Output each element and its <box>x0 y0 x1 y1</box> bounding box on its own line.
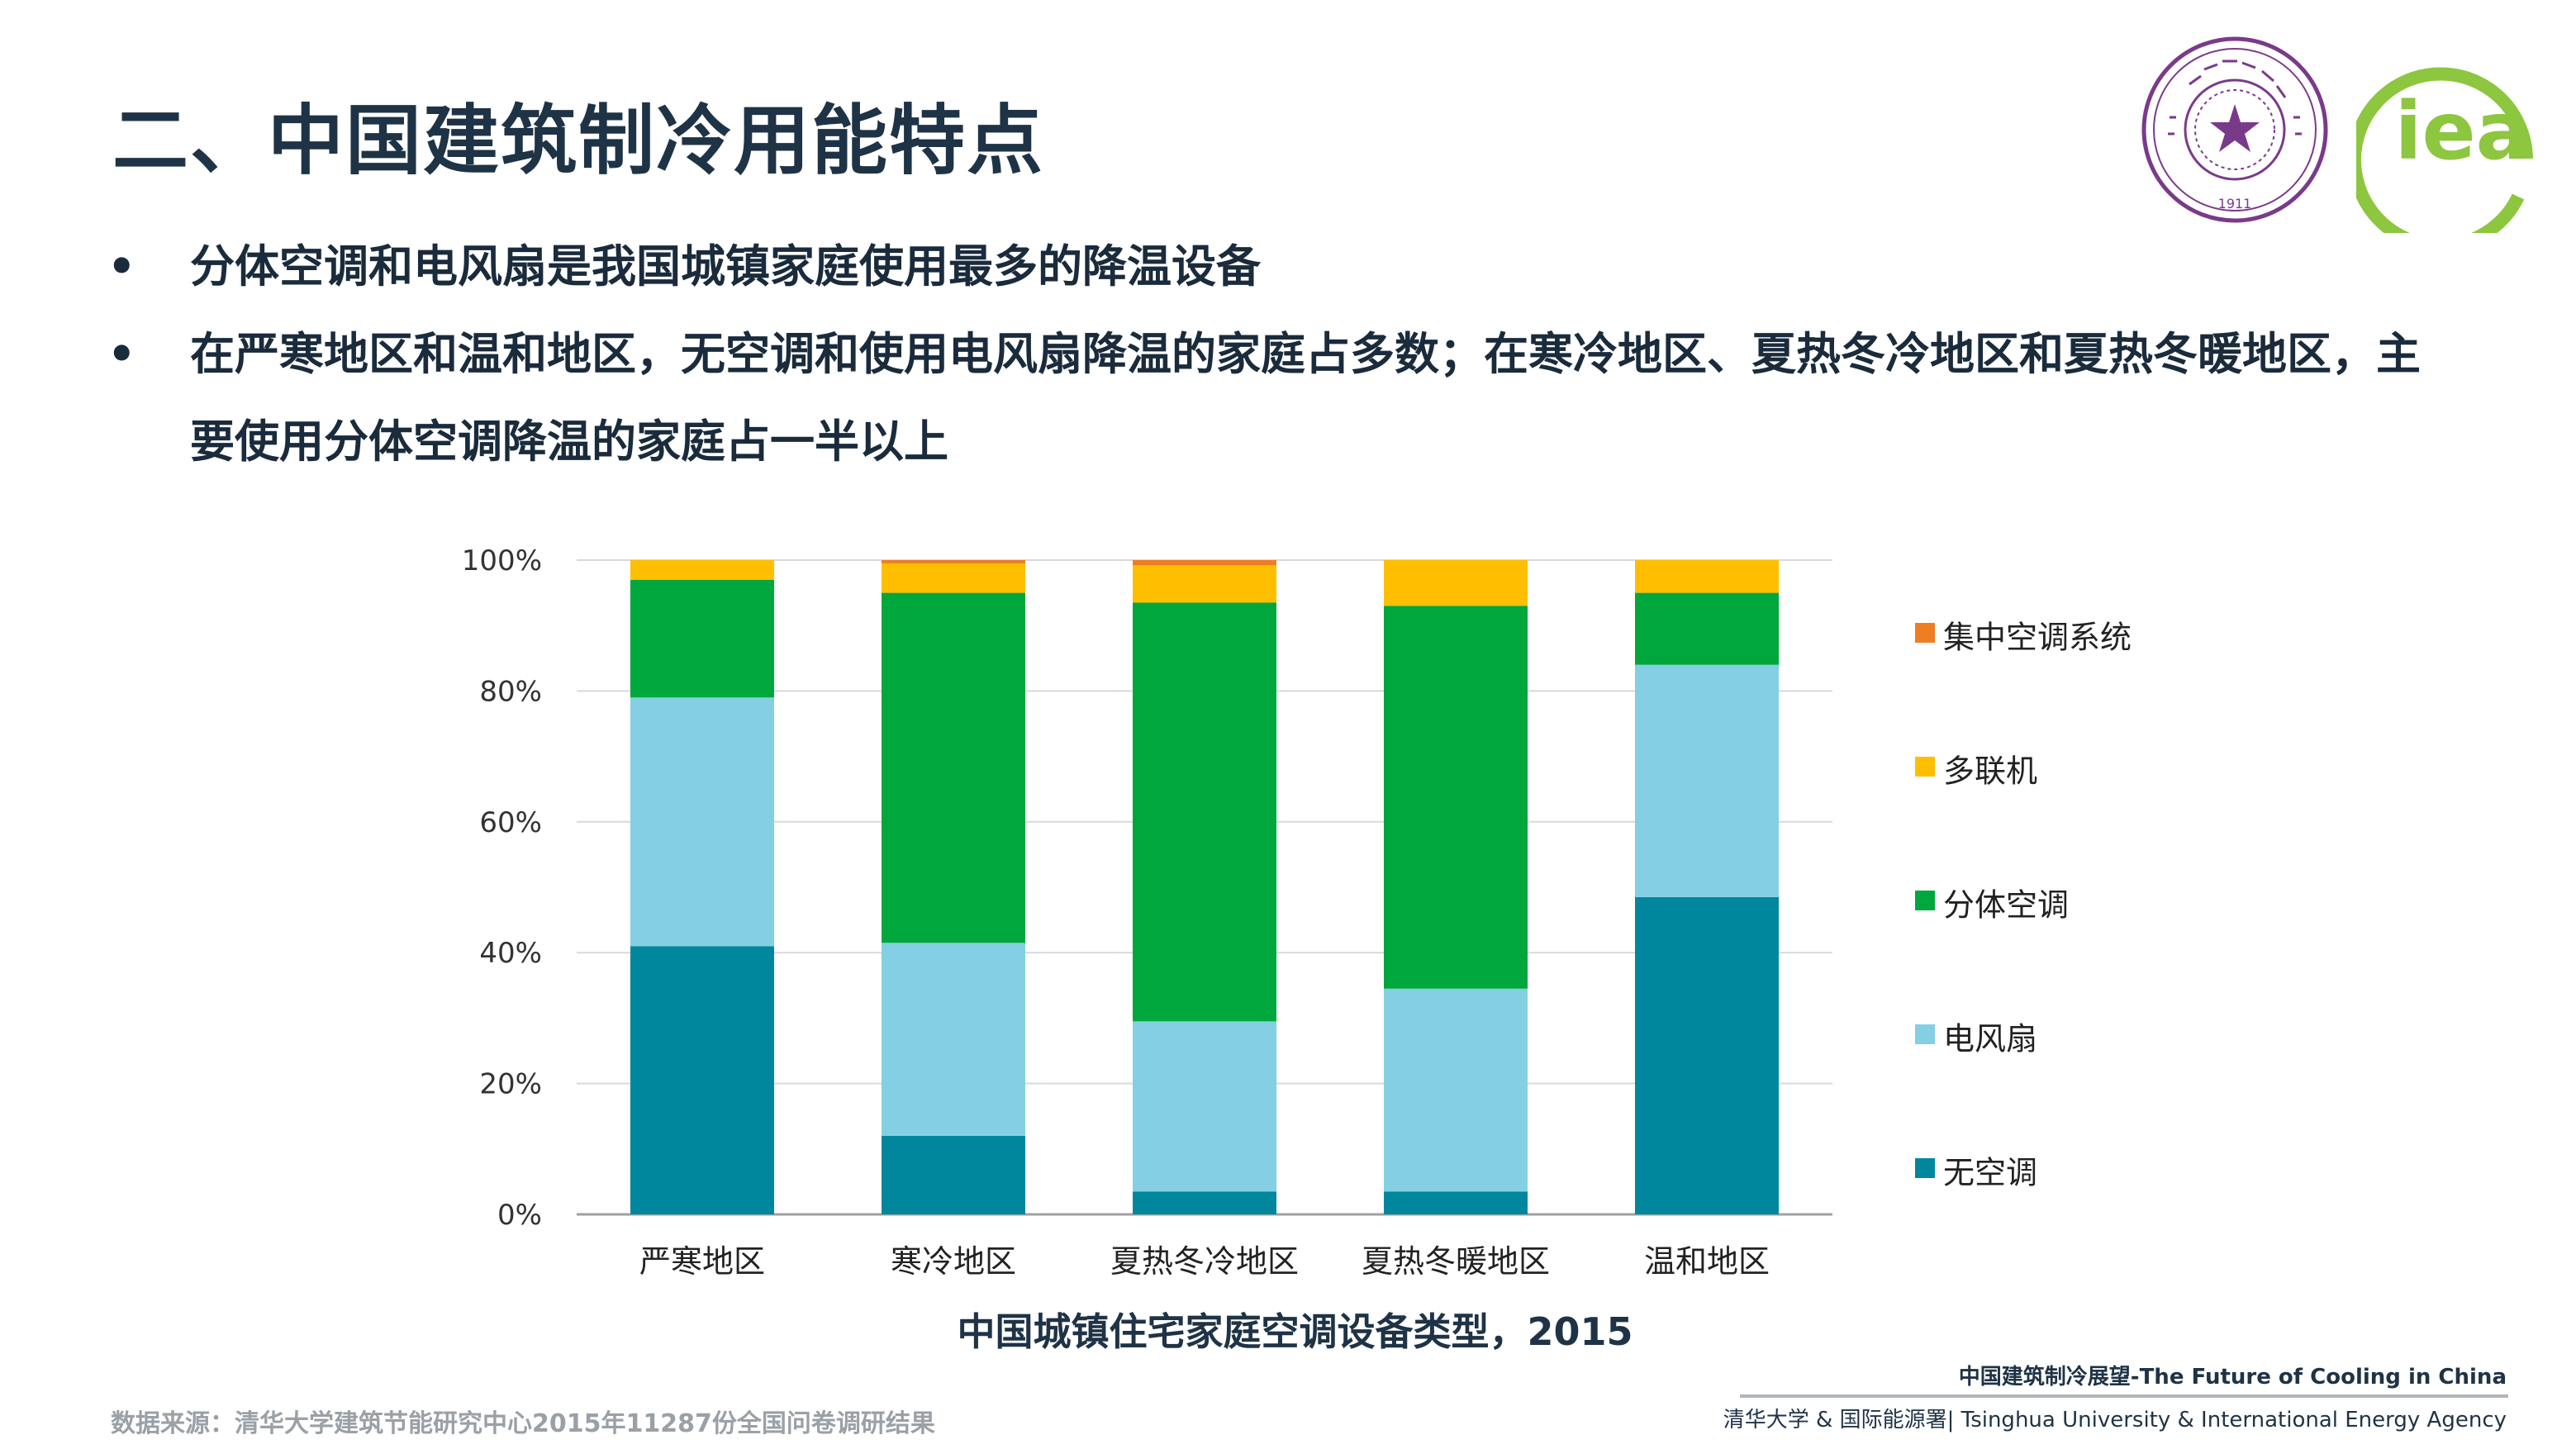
y-tick-label: 100% <box>462 544 542 577</box>
bar-segment <box>1133 565 1276 603</box>
chart-title: 中国城镇住宅家庭空调设备类型，2015 <box>957 1309 1633 1354</box>
legend-swatch <box>1915 1158 1935 1178</box>
legend-label: 多联机 <box>1943 753 2037 790</box>
bar-segment <box>1635 896 1779 1214</box>
y-tick-label: 60% <box>479 806 542 839</box>
bar-segment <box>630 697 774 947</box>
bar-segment <box>882 592 1025 943</box>
bar-segment <box>1384 1191 1528 1214</box>
bar-segment <box>1133 602 1276 1022</box>
x-tick-label: 温和地区 <box>1644 1243 1770 1280</box>
x-tick-label: 夏热冬暖地区 <box>1362 1243 1550 1280</box>
iea-wordmark: iea <box>2395 85 2530 178</box>
bar-segment <box>1384 988 1528 1192</box>
bar-segment <box>882 943 1025 1136</box>
tsinghua-logo: 1911 <box>2141 36 2328 223</box>
star-icon <box>2210 104 2260 152</box>
y-tick-label: 80% <box>479 675 542 708</box>
bar-segment <box>1133 1191 1276 1214</box>
bar-segment <box>630 946 774 1214</box>
bullet-marker: • <box>107 328 136 380</box>
logo-year: 1911 <box>2218 196 2252 211</box>
bar-segment <box>1384 560 1528 606</box>
bar-segment <box>882 1135 1025 1214</box>
legend-label: 无空调 <box>1943 1155 2037 1191</box>
footer-divider <box>1740 1394 2508 1398</box>
x-tick-label: 严寒地区 <box>639 1243 765 1280</box>
iea-logo: iea <box>2356 67 2533 233</box>
bar-segment <box>1635 664 1779 897</box>
bar-segment <box>630 560 774 580</box>
bullet-marker: • <box>107 240 136 292</box>
bullet-item: • 分体空调和电风扇是我国城镇家庭使用最多的降温设备 <box>107 223 2462 311</box>
legend-label: 集中空调系统 <box>1943 620 2132 656</box>
x-tick-label: 寒冷地区 <box>891 1243 1016 1280</box>
bar-segment <box>630 579 774 698</box>
page-title: 二、中国建筑制冷用能特点 <box>112 97 1045 185</box>
x-tick-label: 夏热冬冷地区 <box>1110 1243 1299 1280</box>
bar-segment <box>1133 560 1276 566</box>
bullet-list: • 分体空调和电风扇是我国城镇家庭使用最多的降温设备 • 在严寒地区和温和地区，… <box>107 223 2462 486</box>
bar-segment <box>1635 592 1779 665</box>
bar-segment <box>882 563 1025 593</box>
legend-label: 电风扇 <box>1943 1021 2037 1057</box>
y-tick-label: 20% <box>479 1068 542 1101</box>
bar-segment <box>882 560 1025 563</box>
bullet-text: 在严寒地区和温和地区，无空调和使用电风扇降温的家庭占多数；在寒冷地区、夏热冬冷地… <box>190 328 2421 468</box>
footer-report-title: 中国建筑制冷展望-The Future of Cooling in China <box>1958 1365 2507 1390</box>
bullet-text: 分体空调和电风扇是我国城镇家庭使用最多的降温设备 <box>190 240 1261 292</box>
bar-segment <box>1384 606 1528 989</box>
footer-organizations: 清华大学 & 国际能源署| Tsinghua University & Inte… <box>1723 1408 2507 1432</box>
bullet-item: • 在严寒地区和温和地区，无空调和使用电风扇降温的家庭占多数；在寒冷地区、夏热冬… <box>107 311 2462 486</box>
legend-swatch <box>1915 757 1935 777</box>
legend-swatch <box>1915 891 1935 910</box>
legend-swatch <box>1915 1024 1935 1044</box>
data-source: 数据来源：清华大学建筑节能研究中心2015年11287份全国问卷调研结果 <box>111 1409 935 1438</box>
bar-segment <box>1635 560 1779 593</box>
legend-label: 分体空调 <box>1943 887 2069 924</box>
y-tick-label: 40% <box>479 937 542 970</box>
y-tick-label: 0% <box>497 1199 542 1232</box>
legend-swatch <box>1915 623 1935 643</box>
bar-segment <box>1133 1021 1276 1192</box>
